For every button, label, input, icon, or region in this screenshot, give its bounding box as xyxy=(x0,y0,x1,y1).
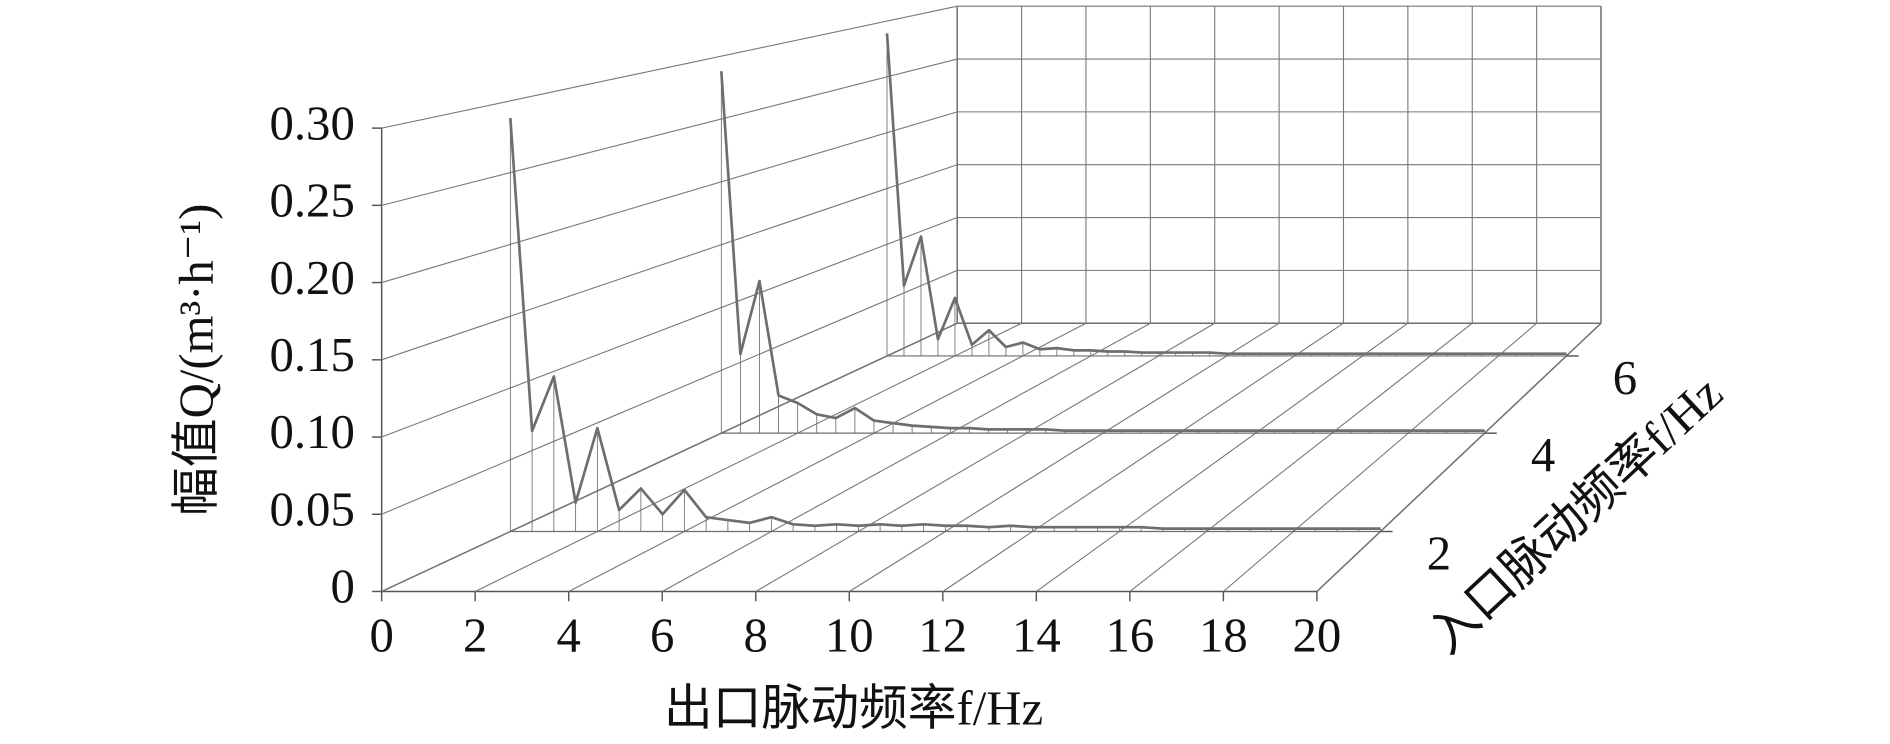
x-tick-label: 4 xyxy=(557,608,581,662)
left-wall-grid-line xyxy=(381,111,958,284)
series-line xyxy=(509,118,1381,530)
z-tick-label: 0 xyxy=(330,560,354,614)
x-tick-label: 20 xyxy=(1293,608,1342,662)
x-tick-label: 12 xyxy=(918,608,967,662)
floor-grid-line xyxy=(568,322,1087,592)
z-tick-label: 0.10 xyxy=(269,405,354,459)
floor-grid-line xyxy=(942,322,1344,592)
x-tick-label: 8 xyxy=(744,608,768,662)
floor-grid-line xyxy=(661,322,1151,592)
floor-grid-line xyxy=(1223,322,1537,592)
floor-grid-line xyxy=(1129,322,1473,592)
x-axis-label: 出口脉动频率f/Hz xyxy=(664,682,1043,736)
floor-grid-line xyxy=(1316,322,1602,592)
z-axis-label: 幅值Q/(m³·h⁻¹) xyxy=(169,204,223,516)
x-tick-label: 0 xyxy=(369,608,393,662)
left-wall-grid-line xyxy=(381,58,958,206)
y-tick-label: 6 xyxy=(1613,351,1637,405)
x-tick-label: 16 xyxy=(1105,608,1154,662)
series-line xyxy=(719,71,1485,432)
left-wall-grid-line xyxy=(381,164,958,361)
x-tick-label: 18 xyxy=(1199,608,1248,662)
x-tick-label: 14 xyxy=(1012,608,1061,662)
floor-grid-line xyxy=(848,322,1280,592)
z-tick-label: 0.25 xyxy=(269,174,354,228)
series-line xyxy=(885,33,1567,356)
x-tick-label: 6 xyxy=(650,608,674,662)
z-tick-label: 0.05 xyxy=(269,482,354,536)
y-tick-label: 2 xyxy=(1427,527,1451,581)
z-tick-label: 0.15 xyxy=(269,328,354,382)
left-wall-grid-line xyxy=(381,217,958,438)
y-tick-label: 4 xyxy=(1531,428,1555,482)
floor-grid-line xyxy=(381,322,958,592)
y-axis-label: 入口脉动频率f/Hz xyxy=(1419,366,1733,664)
left-wall-grid-line xyxy=(381,269,958,515)
floor-grid-line xyxy=(755,322,1215,592)
x-tick-label: 2 xyxy=(463,608,487,662)
left-wall-grid-line xyxy=(381,5,958,129)
floor-grid-line xyxy=(474,322,1022,592)
z-tick-label: 0.30 xyxy=(269,96,354,150)
z-tick-label: 0.20 xyxy=(269,251,354,305)
x-tick-label: 10 xyxy=(825,608,874,662)
floor-grid-line xyxy=(1036,322,1409,592)
